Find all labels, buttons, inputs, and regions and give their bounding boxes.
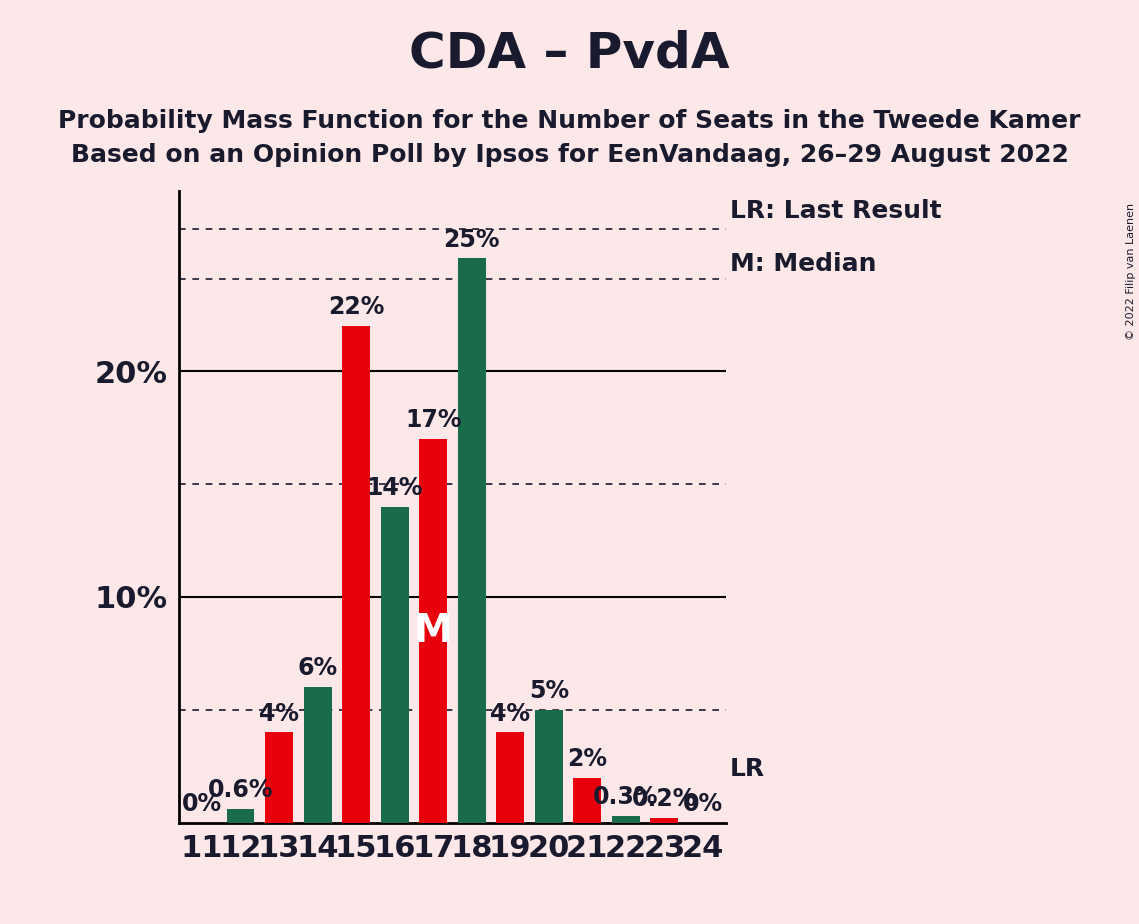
Text: Based on an Opinion Poll by Ipsos for EenVandaag, 26–29 August 2022: Based on an Opinion Poll by Ipsos for Ee…: [71, 143, 1068, 167]
Text: 0.2%: 0.2%: [632, 787, 697, 811]
Bar: [535, 710, 563, 822]
Text: 6%: 6%: [297, 656, 337, 680]
Text: M: Median: M: Median: [730, 252, 877, 276]
Text: 14%: 14%: [367, 476, 423, 500]
Bar: [497, 733, 524, 822]
Text: 4%: 4%: [259, 701, 300, 725]
Bar: [419, 439, 448, 822]
Text: 22%: 22%: [328, 296, 384, 320]
Text: CDA – PvdA: CDA – PvdA: [409, 30, 730, 78]
Bar: [304, 687, 331, 822]
Bar: [573, 777, 601, 822]
Text: 0.6%: 0.6%: [207, 778, 273, 802]
Bar: [227, 809, 254, 822]
Text: Probability Mass Function for the Number of Seats in the Tweede Kamer: Probability Mass Function for the Number…: [58, 109, 1081, 133]
Text: 5%: 5%: [528, 679, 568, 703]
Text: 25%: 25%: [443, 227, 500, 251]
Bar: [458, 259, 485, 822]
Text: 4%: 4%: [490, 701, 531, 725]
Text: 0%: 0%: [682, 792, 723, 816]
Bar: [265, 733, 293, 822]
Text: LR: Last Result: LR: Last Result: [730, 200, 942, 224]
Text: M: M: [413, 612, 452, 650]
Text: 0.3%: 0.3%: [593, 785, 658, 809]
Bar: [380, 506, 409, 822]
Text: 2%: 2%: [567, 747, 607, 771]
Text: 0%: 0%: [182, 792, 222, 816]
Text: © 2022 Filip van Laenen: © 2022 Filip van Laenen: [1125, 203, 1136, 340]
Bar: [650, 818, 678, 822]
Text: 17%: 17%: [405, 408, 461, 432]
Text: LR: LR: [730, 757, 765, 781]
Bar: [612, 816, 640, 822]
Bar: [343, 326, 370, 822]
